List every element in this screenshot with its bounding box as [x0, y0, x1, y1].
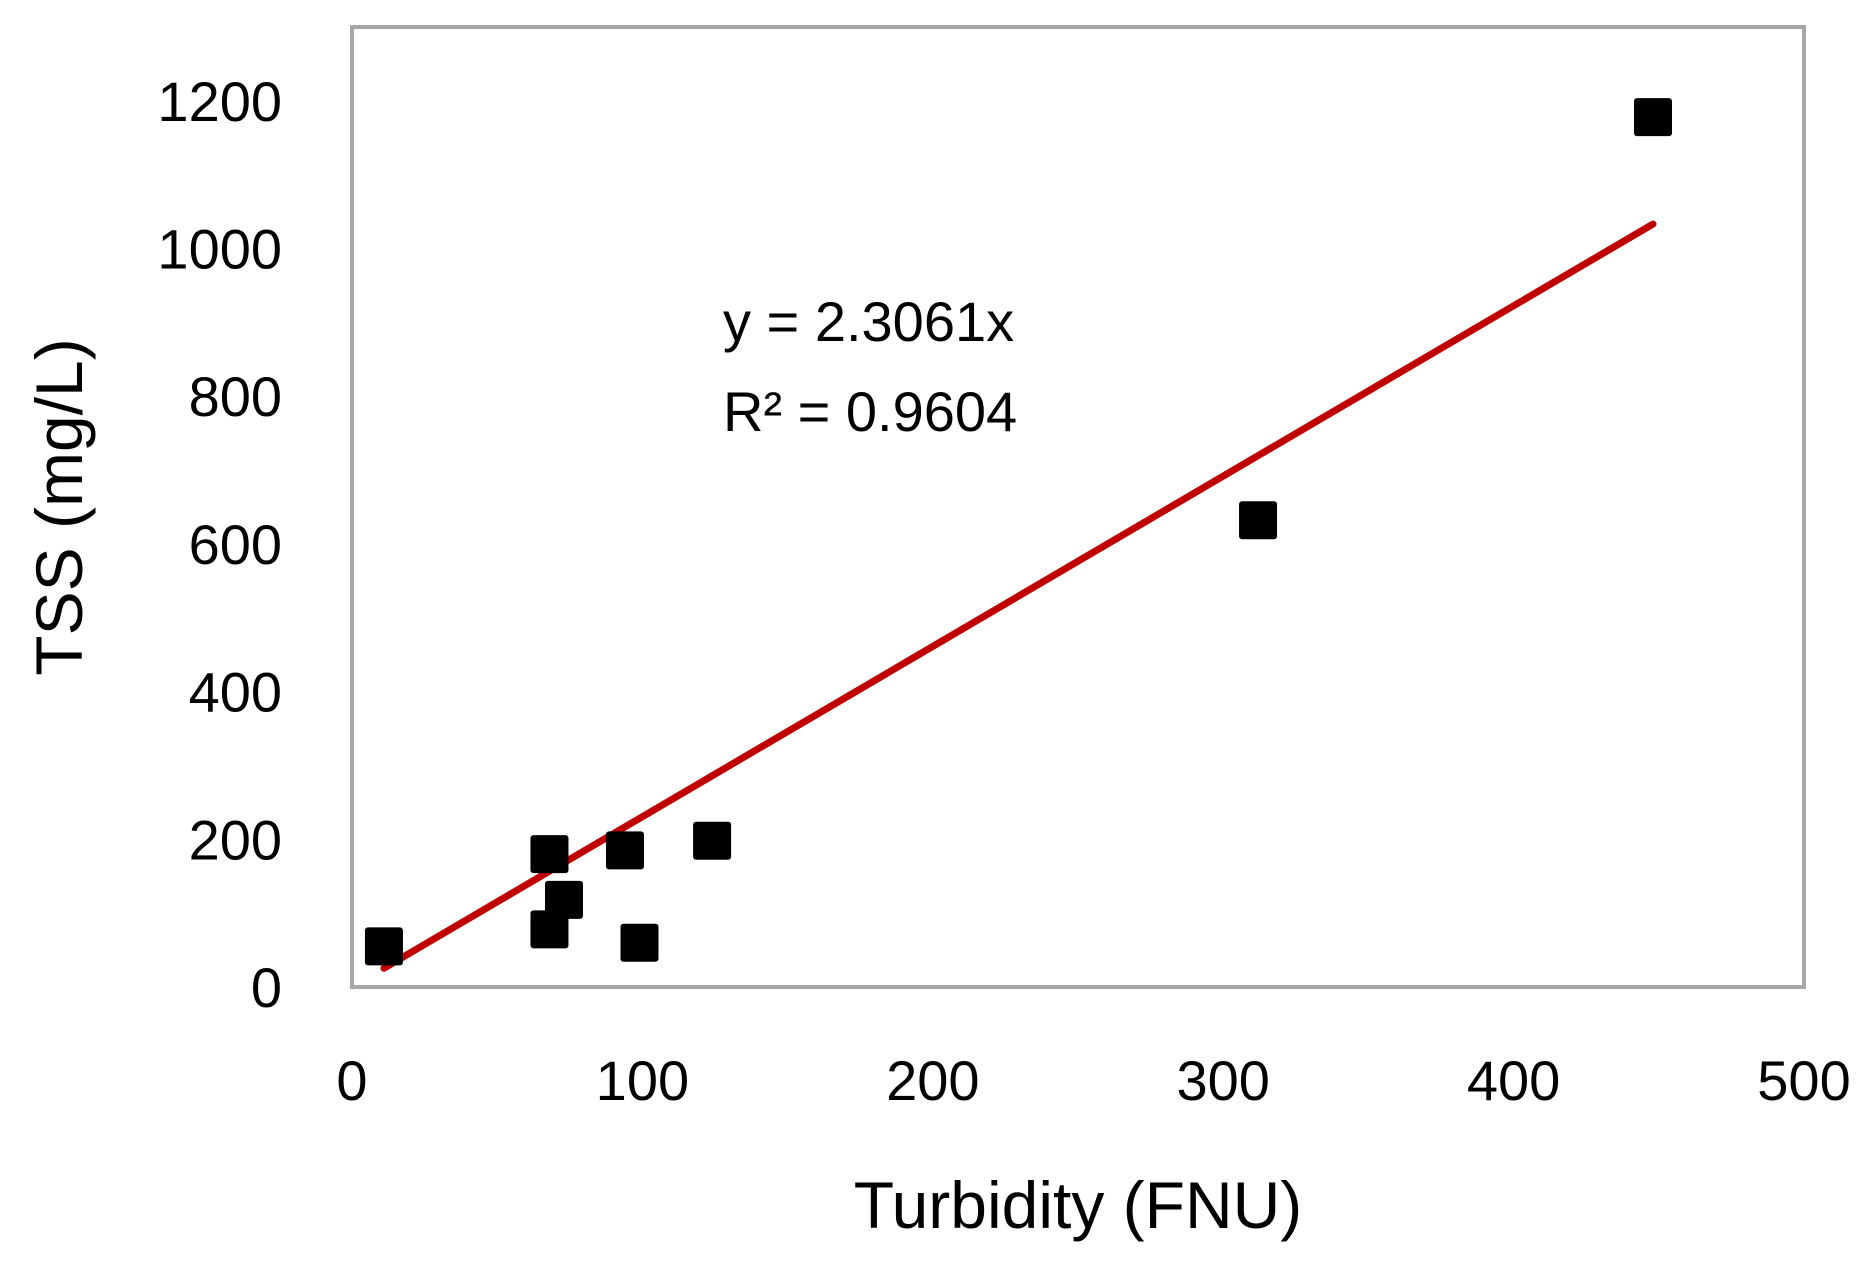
x-tick-label: 300 [1176, 1049, 1269, 1112]
y-tick-label: 600 [189, 513, 282, 576]
x-tick-label: 500 [1757, 1049, 1850, 1112]
trendline [380, 220, 1657, 972]
y-tick-label: 1000 [157, 218, 282, 281]
y-tick-label: 400 [189, 661, 282, 724]
data-point [1633, 98, 1672, 137]
x-axis-title: Turbidity (FNU) [854, 1168, 1303, 1242]
x-tick-label: 0 [336, 1049, 367, 1112]
x-tick-labels: 0 100 200 300 400 500 [336, 1049, 1850, 1112]
y-axis-title: TSS (mg/L) [22, 338, 96, 675]
data-point [605, 831, 644, 870]
data-point [693, 821, 732, 860]
data-point [544, 880, 583, 919]
y-tick-label: 1200 [157, 70, 282, 133]
data-point [364, 927, 403, 966]
y-tick-label: 800 [189, 365, 282, 428]
r-squared-label: R² = 0.9604 [723, 380, 1017, 443]
x-tick-label: 100 [596, 1049, 689, 1112]
data-point [530, 835, 569, 874]
x-tick-label: 400 [1467, 1049, 1560, 1112]
plot-area [350, 25, 1806, 989]
y-tick-labels: 0 200 400 600 800 1000 1200 [157, 70, 282, 1019]
data-points [364, 98, 1672, 966]
x-tick-label: 200 [886, 1049, 979, 1112]
y-tick-label: 0 [251, 956, 282, 1019]
data-point [1239, 501, 1278, 540]
data-point [620, 923, 659, 962]
y-tick-label: 200 [189, 808, 282, 871]
data-point [530, 910, 569, 949]
trendline-equation: y = 2.3061x [723, 290, 1014, 353]
